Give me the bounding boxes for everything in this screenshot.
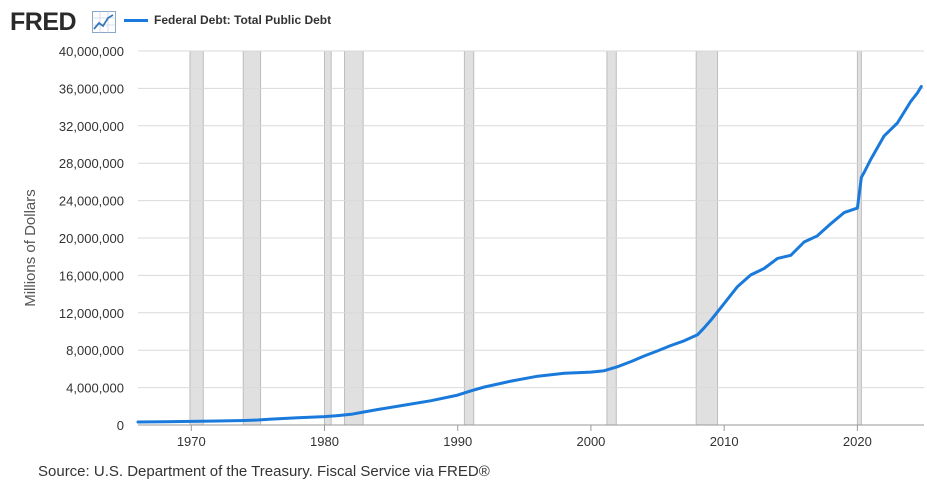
y-tick-label: 28,000,000 xyxy=(59,156,124,171)
x-tick-label: 1970 xyxy=(177,434,206,449)
y-tick-label: 36,000,000 xyxy=(59,81,124,96)
y-tick-label: 0 xyxy=(117,418,124,433)
x-tick-label: 1980 xyxy=(310,434,339,449)
source-note: Source: U.S. Department of the Treasury.… xyxy=(38,463,490,480)
y-tick-label: 8,000,000 xyxy=(66,343,124,358)
y-tick-label: 32,000,000 xyxy=(59,119,124,134)
x-tick-label: 2010 xyxy=(710,434,739,449)
legend-label: Federal Debt: Total Public Debt xyxy=(154,13,332,27)
y-tick-label: 4,000,000 xyxy=(66,381,124,396)
chart-trend-icon xyxy=(92,11,116,33)
x-tick-label: 2020 xyxy=(843,434,872,449)
fred-logo[interactable]: FRED xyxy=(10,7,120,37)
y-axis-title: Millions of Dollars xyxy=(22,189,39,307)
y-tick-label: 24,000,000 xyxy=(59,194,124,209)
y-tick-label: 16,000,000 xyxy=(59,268,124,283)
y-tick-label: 12,000,000 xyxy=(59,306,124,321)
chart-legend: Federal Debt: Total Public Debt xyxy=(124,9,331,31)
y-tick-label: 40,000,000 xyxy=(59,44,124,59)
series-line xyxy=(136,85,923,424)
legend-swatch xyxy=(124,18,148,22)
x-tick-label: 1990 xyxy=(443,434,472,449)
y-tick-label: 20,000,000 xyxy=(59,231,124,246)
fred-logo-text: FRED xyxy=(10,8,77,36)
x-tick-label: 2000 xyxy=(576,434,605,449)
